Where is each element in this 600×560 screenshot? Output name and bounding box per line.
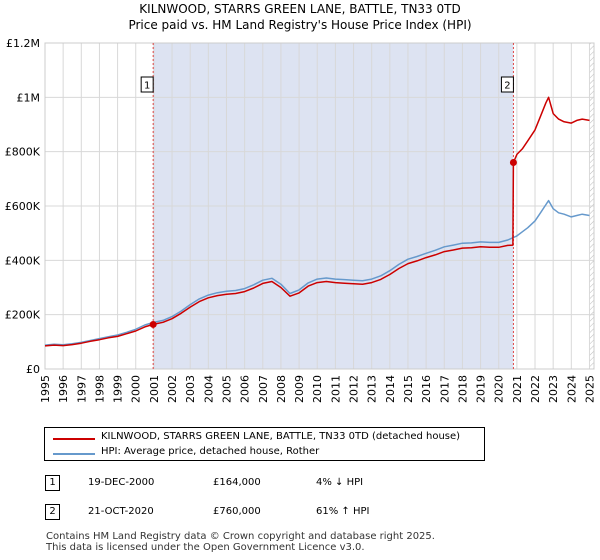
sale-hpi-diff: 61% ↑ HPI xyxy=(316,506,370,517)
x-tick-label: 2021 xyxy=(511,375,524,403)
y-tick-label: £400K xyxy=(5,254,41,267)
sale-point xyxy=(149,320,157,328)
sale-label-text: 2 xyxy=(504,81,510,92)
x-tick-label: 2002 xyxy=(166,375,179,403)
x-tick-label: 2014 xyxy=(384,375,397,403)
x-tick-label: 2018 xyxy=(456,375,469,403)
property-line xyxy=(44,96,590,347)
footer-copyright: Contains HM Land Registry data © Crown c… xyxy=(46,531,435,542)
sale-label-box xyxy=(140,76,154,93)
x-tick-label: 2017 xyxy=(438,375,451,403)
price-chart: £0 £200K £400K £600K £800K £1M £1.2M 1995 1996 19… xyxy=(5,37,597,403)
x-tick-label: 2024 xyxy=(565,375,578,403)
x-tick-label: 2006 xyxy=(239,375,252,403)
plot-frame xyxy=(44,42,595,370)
hpi-line xyxy=(44,199,590,346)
x-tick-label: 2022 xyxy=(529,375,542,403)
x-tick-label: 2007 xyxy=(257,375,270,403)
x-tick-label: 2001 xyxy=(148,375,161,403)
x-tick-label: 1996 xyxy=(57,375,70,403)
x-tick-label: 2025 xyxy=(583,375,596,403)
y-tick-label: £1M xyxy=(17,91,41,104)
x-tick-label: 1999 xyxy=(112,375,125,403)
legend-label-hpi: HPI: Average price, detached house, Roth… xyxy=(101,446,320,457)
sale-price: £760,000 xyxy=(213,506,261,517)
chart-subtitle: Price paid vs. HM Land Registry's House … xyxy=(128,18,472,32)
x-tick-label: 1998 xyxy=(93,375,106,403)
sale-price: £164,000 xyxy=(213,477,261,488)
y-tick-label: £800K xyxy=(5,146,41,159)
sale-date: 21-OCT-2020 xyxy=(88,506,154,517)
legend-label-property: KILNWOOD, STARRS GREEN LANE, BATTLE, TN3… xyxy=(101,431,461,442)
y-tick-label: £600K xyxy=(5,200,41,213)
x-tick-label: 2013 xyxy=(366,375,379,403)
sale-number: 2 xyxy=(45,504,60,520)
x-tick-label: 2019 xyxy=(475,375,488,403)
sale-label-text: 1 xyxy=(144,81,150,92)
x-tick-label: 2011 xyxy=(329,375,342,403)
x-tick-label: 2012 xyxy=(348,375,361,403)
x-tick-label: 1997 xyxy=(75,375,88,403)
x-tick-label: 2020 xyxy=(493,375,506,403)
x-tick-label: 2023 xyxy=(547,375,560,403)
y-tick-label: £0 xyxy=(26,363,40,376)
sale-row-2: 2 21-OCT-2020 £760,000 61% ↑ HPI xyxy=(0,504,600,522)
x-tick-label: 2009 xyxy=(293,375,306,403)
sale-hpi-diff: 4% ↓ HPI xyxy=(316,477,364,488)
y-tick-label: £1.2M xyxy=(6,37,40,50)
sale-number: 1 xyxy=(45,475,60,491)
legend-swatch-hpi xyxy=(53,453,95,455)
legend: KILNWOOD, STARRS GREEN LANE, BATTLE, TN3… xyxy=(44,427,485,461)
footer-licence: This data is licensed under the Open Gov… xyxy=(46,542,365,553)
x-tick-label: 2004 xyxy=(202,375,215,403)
chart-title: KILNWOOD, STARRS GREEN LANE, BATTLE, TN3… xyxy=(139,2,461,16)
x-tick-label: 2003 xyxy=(184,375,197,403)
x-tick-label: 2008 xyxy=(275,375,288,403)
legend-swatch-property xyxy=(53,438,95,440)
x-tick-label: 2005 xyxy=(220,375,233,403)
y-tick-label: £200K xyxy=(5,309,41,322)
x-tick-label: 2016 xyxy=(420,375,433,403)
sale-label-box xyxy=(500,76,514,93)
x-tick-label: 2010 xyxy=(311,375,324,403)
sale-date: 19-DEC-2000 xyxy=(88,477,155,488)
x-tick-label: 2015 xyxy=(402,375,415,403)
x-tick-label: 2000 xyxy=(130,375,143,403)
sale-row-1: 1 19-DEC-2000 £164,000 4% ↓ HPI xyxy=(0,475,600,493)
sale-point xyxy=(509,159,517,167)
x-tick-label: 1995 xyxy=(39,375,52,403)
